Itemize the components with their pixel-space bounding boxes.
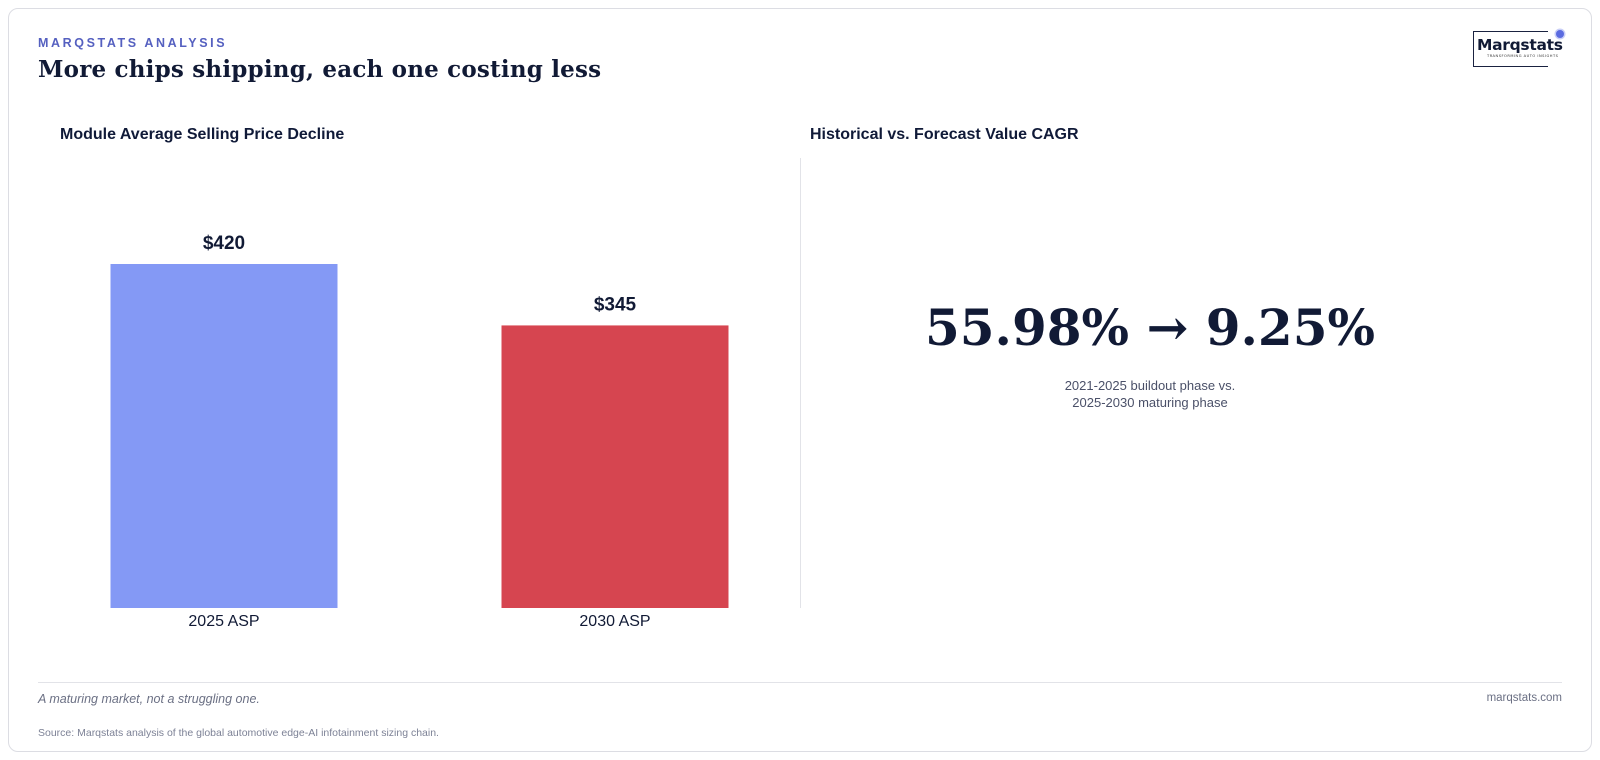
x-tick-label: 2025 ASP <box>188 613 259 630</box>
eyebrow-label: MARQSTATS ANALYSIS <box>38 36 228 50</box>
cagr-subtitle-line1: 2021-2025 buildout phase vs. <box>1064 378 1236 393</box>
footer-site-link[interactable]: marqstats.com <box>1486 692 1562 704</box>
bar-2025-asp <box>110 264 338 608</box>
bar-data-label: $345 <box>594 294 637 315</box>
panel-divider <box>800 158 801 608</box>
cagr-subtitle-line2: 2025-2030 maturing phase <box>1072 395 1228 410</box>
x-tick-label: 2030 ASP <box>579 613 650 630</box>
right-panel-title: Historical vs. Forecast Value CAGR <box>810 126 1079 143</box>
bar-2030-asp <box>501 325 729 608</box>
cagr-comparison-value: 55.98% → 9.25% <box>924 298 1376 357</box>
source-note: Source: Marqstats analysis of the global… <box>38 727 439 739</box>
logo-tagline: TRANSFORMING AUTO INSIGHTS <box>1487 54 1559 58</box>
logo-wordmark: Marqstats <box>1476 36 1564 54</box>
left-panel-title: Module Average Selling Price Decline <box>60 126 345 143</box>
footer-divider <box>38 682 1562 683</box>
brand-logo: Marqstats TRANSFORMING AUTO INSIGHTS <box>1473 30 1564 67</box>
bar-data-label: $420 <box>203 233 245 254</box>
logo-dot-icon <box>1556 30 1564 38</box>
footer-note: A maturing market, not a struggling one. <box>38 692 260 706</box>
logo-frame-left <box>1473 31 1519 67</box>
page-title: More chips shipping, each one costing le… <box>38 56 602 83</box>
cagr-subtitle: 2021-2025 buildout phase vs. 2025-2030 m… <box>960 377 1340 411</box>
asp-bar-chart: $420 2025 ASP $345 2030 ASP <box>110 233 729 630</box>
